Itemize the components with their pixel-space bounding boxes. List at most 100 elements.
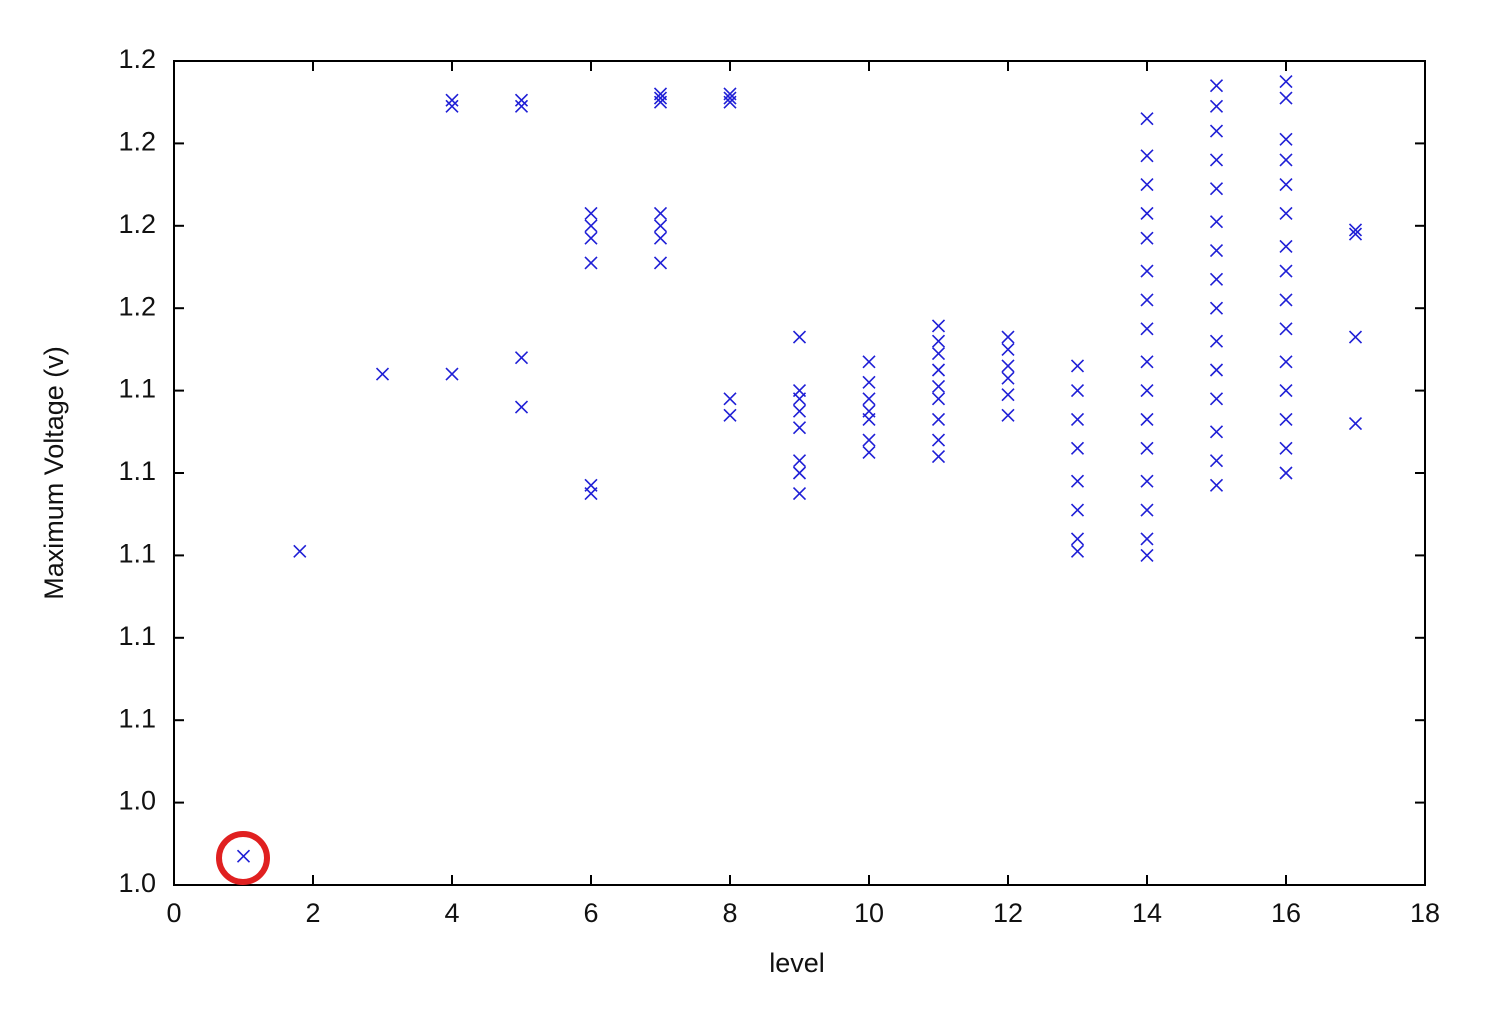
x-tick-label: 0: [166, 898, 181, 928]
point: [792, 454, 807, 468]
point: [445, 367, 459, 381]
point: [862, 355, 876, 369]
x-tick-label: 14: [1132, 898, 1162, 928]
point: [1140, 178, 1154, 192]
point: [514, 99, 529, 113]
y-tick-label: 1.1: [118, 456, 156, 486]
point: [1001, 371, 1015, 385]
point: [931, 392, 946, 406]
x-tick-label: 2: [305, 898, 320, 928]
y-tick-label: 1.0: [118, 786, 156, 816]
point: [862, 445, 876, 459]
y-tick-label: 1.1: [118, 621, 156, 651]
point: [236, 849, 251, 863]
x-tick-label: 12: [993, 898, 1023, 928]
point: [514, 351, 529, 365]
point: [1209, 478, 1224, 492]
point: [653, 91, 668, 105]
point: [1140, 384, 1154, 398]
point: [1001, 359, 1015, 373]
x-tick-label: 18: [1410, 898, 1440, 928]
point: [445, 99, 459, 113]
y-tick-label: 1.2: [118, 127, 156, 157]
y-tick-label: 1.0: [118, 868, 156, 898]
point: [1209, 79, 1224, 93]
point: [1140, 149, 1154, 163]
point: [862, 412, 876, 427]
point: [1279, 75, 1293, 89]
point: [1140, 231, 1154, 245]
y-tick-label: 1.2: [118, 291, 156, 321]
y-tick-label: 1.2: [118, 44, 156, 74]
point: [1209, 425, 1224, 439]
point: [1140, 355, 1154, 369]
point: [653, 206, 668, 221]
x-axis-label: level: [769, 948, 825, 978]
y-tick-label: 1.1: [118, 539, 156, 569]
point: [1279, 239, 1293, 253]
x-tick-label: 4: [444, 898, 459, 928]
point: [1140, 293, 1154, 307]
point: [1140, 112, 1154, 126]
point: [862, 392, 876, 406]
point: [931, 346, 946, 361]
point: [1279, 132, 1293, 146]
point: [792, 487, 807, 501]
point: [1209, 215, 1224, 229]
point: [1140, 548, 1154, 562]
point: [792, 392, 807, 406]
point: [1209, 363, 1224, 377]
point: [723, 95, 737, 109]
point: [1001, 330, 1015, 344]
point: [792, 330, 807, 344]
point: [1140, 503, 1154, 517]
point: [862, 433, 876, 447]
point: [1140, 206, 1154, 221]
y-tick-label: 1.2: [118, 209, 156, 239]
point: [931, 379, 946, 394]
x-tick-label: 6: [583, 898, 598, 928]
point: [792, 404, 807, 418]
point: [862, 375, 876, 389]
point: [1348, 330, 1363, 344]
point: [293, 544, 307, 558]
point: [445, 93, 459, 107]
point: [1279, 355, 1293, 369]
point: [723, 91, 737, 105]
point: [1209, 334, 1224, 348]
point: [1070, 359, 1085, 373]
point: [375, 367, 390, 381]
y-tick-label: 1.1: [118, 703, 156, 733]
point: [1279, 91, 1293, 105]
point: [1209, 124, 1224, 138]
point: [653, 219, 668, 233]
point: [792, 421, 807, 435]
point: [931, 363, 946, 377]
point: [1279, 206, 1293, 221]
point: [1070, 441, 1085, 455]
y-axis-label: Maximum Voltage (v): [39, 346, 69, 600]
point: [1209, 272, 1224, 286]
point: [931, 319, 946, 333]
point: [514, 93, 529, 107]
point: [1348, 416, 1363, 431]
point: [653, 256, 668, 270]
point: [1070, 503, 1085, 517]
point: [1279, 153, 1293, 167]
point: [1209, 454, 1224, 468]
point: [1140, 474, 1154, 488]
point: [1279, 384, 1293, 398]
x-tick-label: 16: [1271, 898, 1301, 928]
point: [584, 231, 598, 245]
point: [1279, 178, 1293, 192]
point: [1140, 441, 1154, 455]
point: [1209, 301, 1224, 315]
point: [1348, 227, 1363, 241]
point: [723, 392, 737, 406]
point: [584, 487, 598, 501]
point: [1070, 532, 1085, 546]
point: [1209, 153, 1224, 167]
point: [1209, 182, 1224, 196]
point: [723, 408, 737, 422]
point: [1279, 293, 1293, 307]
